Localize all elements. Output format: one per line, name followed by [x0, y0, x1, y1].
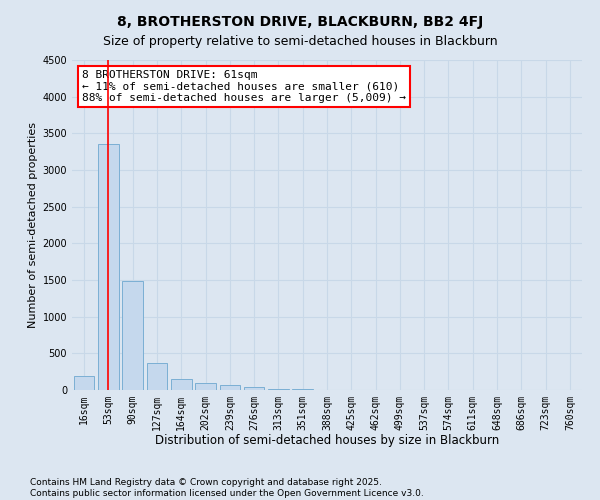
Bar — [220, 385, 240, 390]
Bar — [98, 144, 119, 390]
Text: 8 BROTHERSTON DRIVE: 61sqm
← 11% of semi-detached houses are smaller (610)
88% o: 8 BROTHERSTON DRIVE: 61sqm ← 11% of semi… — [82, 70, 406, 103]
Bar — [146, 363, 167, 390]
Bar — [122, 282, 143, 390]
Bar — [195, 383, 216, 390]
Bar — [268, 388, 289, 390]
X-axis label: Distribution of semi-detached houses by size in Blackburn: Distribution of semi-detached houses by … — [155, 434, 499, 448]
Text: Contains HM Land Registry data © Crown copyright and database right 2025.
Contai: Contains HM Land Registry data © Crown c… — [30, 478, 424, 498]
Bar — [74, 376, 94, 390]
Bar — [244, 388, 265, 390]
Text: Size of property relative to semi-detached houses in Blackburn: Size of property relative to semi-detach… — [103, 35, 497, 48]
Bar — [171, 378, 191, 390]
Y-axis label: Number of semi-detached properties: Number of semi-detached properties — [28, 122, 38, 328]
Text: 8, BROTHERSTON DRIVE, BLACKBURN, BB2 4FJ: 8, BROTHERSTON DRIVE, BLACKBURN, BB2 4FJ — [117, 15, 483, 29]
